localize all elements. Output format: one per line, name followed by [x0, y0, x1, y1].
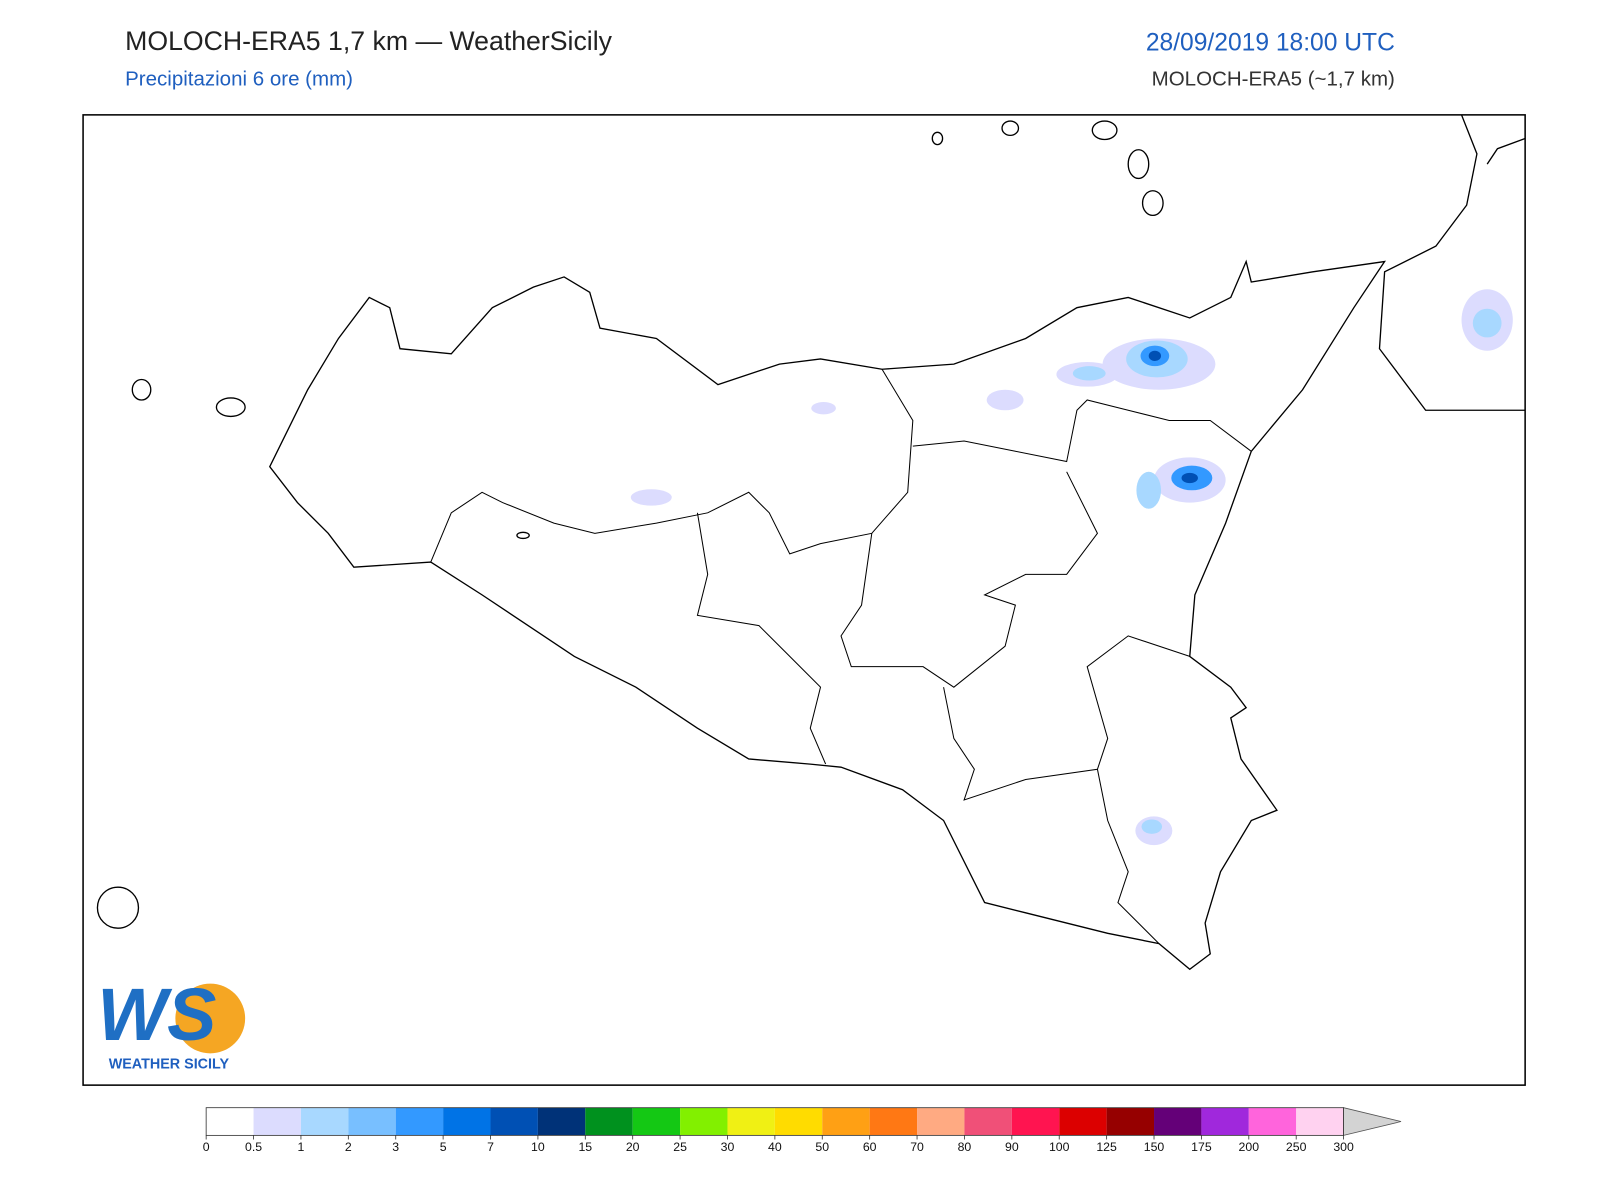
island [1141, 190, 1164, 217]
map-frame [82, 114, 1526, 1086]
island [516, 531, 530, 540]
map: WS WEATHER SICILY [82, 114, 1526, 1086]
island [215, 397, 246, 418]
precip-area [1181, 472, 1198, 484]
datetime: 28/09/2019 18:00 UTC [1146, 30, 1395, 57]
colorbar-tick-label: 15 [578, 1140, 592, 1154]
colorbar-tick-label: 5 [440, 1140, 447, 1154]
colorbar-tick-label: 80 [958, 1140, 972, 1154]
colorbar-tick-label: 3 [392, 1140, 399, 1154]
model-label: MOLOCH-ERA5 (~1,7 km) [1152, 67, 1395, 90]
colorbar-segment [917, 1107, 965, 1136]
island [931, 131, 944, 146]
colorbar-extension [1343, 1107, 1402, 1136]
colorbar-tick-label: 250 [1286, 1140, 1307, 1154]
province-border [943, 635, 1190, 801]
colorbar-tick-label: 0 [203, 1140, 210, 1154]
sicily-coast [268, 259, 1386, 971]
precip-area [1148, 350, 1162, 362]
province-border [912, 399, 1252, 463]
title: MOLOCH-ERA5 1,7 km — WeatherSicily [125, 26, 613, 56]
colorbar-segment [585, 1107, 633, 1136]
colorbar-segment [348, 1107, 396, 1136]
precip-area [1136, 471, 1162, 509]
colorbar-tick-label: 30 [721, 1140, 735, 1154]
island [1001, 120, 1020, 137]
coastlines [96, 114, 1526, 971]
island [96, 886, 140, 929]
colorbar-segment [253, 1107, 301, 1136]
colorbar-segment [1248, 1107, 1297, 1136]
colorbar-segment [822, 1107, 870, 1136]
province-border [696, 512, 827, 765]
precip-area [1141, 819, 1163, 834]
province-border [840, 471, 1099, 688]
logo-name: WEATHER SICILY [109, 1056, 230, 1072]
island [1091, 120, 1118, 141]
colorbar-tick-label: 25 [673, 1140, 687, 1154]
colorbar-segment [1011, 1107, 1060, 1136]
precip-area [986, 389, 1024, 411]
precip-fields [630, 289, 1513, 846]
colorbar-tick-label: 175 [1191, 1140, 1212, 1154]
province-border [1096, 769, 1160, 944]
colorbar-tick-label: 10 [531, 1140, 545, 1154]
island [1127, 149, 1150, 180]
colorbar-segment [964, 1107, 1012, 1136]
colorbar-tick-label: 70 [910, 1140, 924, 1154]
colorbar-segment [206, 1107, 254, 1136]
colorbar-tick-label: 1 [298, 1140, 305, 1154]
colorbar-tick-label: 0.5 [245, 1140, 262, 1154]
colorbar-segment [727, 1107, 775, 1136]
precip-area [1472, 308, 1502, 338]
colorbar-tick-label: 125 [1096, 1140, 1117, 1154]
calabria-coast [1378, 114, 1526, 411]
colorbar-segment [1106, 1107, 1155, 1136]
colorbar-segment [774, 1107, 823, 1136]
colorbar-tick-label: 20 [626, 1140, 640, 1154]
subtitle: Precipitazioni 6 ore (mm) [125, 67, 353, 90]
province-border [430, 368, 914, 563]
colorbar-segment [1296, 1107, 1344, 1136]
colorbar-tick-label: 50 [815, 1140, 829, 1154]
colorbar-segment [1201, 1107, 1249, 1136]
colorbar-tick-label: 2 [345, 1140, 352, 1154]
colorbar: 0 0.5 1 2 3 5 7 10 15 20 25 30 40 50 60 70 80 90 100 125 150… [203, 1107, 1402, 1154]
colorbar-tick-label: 200 [1239, 1140, 1260, 1154]
logo: WS WEATHER SICILY [97, 973, 246, 1072]
colorbar-segment [300, 1107, 349, 1136]
colorbar-segment [869, 1107, 918, 1136]
colorbar-segment [1154, 1107, 1202, 1136]
calabria-coast [1486, 137, 1526, 165]
precip-area [1072, 366, 1106, 381]
colorbar-tick-label: 60 [863, 1140, 877, 1154]
colorbar-segment [537, 1107, 586, 1136]
island [131, 378, 152, 401]
colorbar-segment [490, 1107, 538, 1136]
colorbar-segment [443, 1107, 491, 1136]
colorbar-segment [395, 1107, 444, 1136]
colorbar-segment [680, 1107, 728, 1136]
colorbar-tick-label: 100 [1049, 1140, 1070, 1154]
colorbar-tick-label: 7 [487, 1140, 494, 1154]
colorbar-tick-label: 300 [1333, 1140, 1354, 1154]
logo-sun [175, 983, 246, 1054]
colorbar-tick-label: 40 [768, 1140, 782, 1154]
colorbar-segment [632, 1107, 681, 1136]
colorbar-tick-label: 90 [1005, 1140, 1019, 1154]
precip-area [630, 489, 672, 506]
colorbar-tick-label: 150 [1144, 1140, 1165, 1154]
precip-area [811, 402, 836, 415]
logo-initials: WS [97, 973, 216, 1056]
colorbar-segment [1059, 1107, 1107, 1136]
